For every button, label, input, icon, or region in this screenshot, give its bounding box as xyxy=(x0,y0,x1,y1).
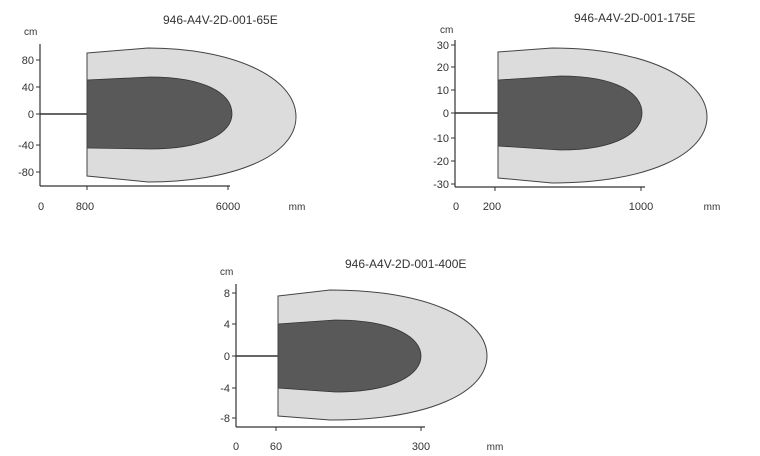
y-tick-label: 20 xyxy=(437,62,449,74)
inner-zone xyxy=(277,319,422,393)
y-unit-label: cm xyxy=(220,267,233,278)
y-tick-label: 4 xyxy=(224,319,230,331)
y-tick-label: -8 xyxy=(220,413,230,425)
x-tick-label: 0 xyxy=(453,201,459,213)
y-tick-label: 8 xyxy=(224,288,230,300)
y-tick-label: 0 xyxy=(224,351,230,363)
diagram-65e: 946-A4V-2D-001-65E cm 80 40 0 -40 -80 0 … xyxy=(18,13,305,213)
x-tick-label: 0 xyxy=(38,201,44,213)
x-tick-label: 0 xyxy=(233,441,239,453)
y-tick-label: 40 xyxy=(22,82,34,94)
y-unit-label: cm xyxy=(24,27,37,38)
diagram-title: 946-A4V-2D-001-65E xyxy=(163,13,278,27)
y-tick-label: 30 xyxy=(437,40,449,52)
y-tick-label: 10 xyxy=(437,85,449,97)
x-tick-label: 1000 xyxy=(629,201,653,213)
x-tick-label: 800 xyxy=(76,201,94,213)
x-tick-label: 60 xyxy=(270,441,282,453)
diagram-175e: 946-A4V-2D-001-175E cm 30 20 10 0 -10 -2… xyxy=(433,11,720,213)
x-tick-label: 200 xyxy=(483,201,501,213)
diagram-title: 946-A4V-2D-001-175E xyxy=(574,11,695,25)
y-tick-label: -30 xyxy=(433,179,449,191)
x-tick-label: 300 xyxy=(412,441,430,453)
y-tick-label: 0 xyxy=(443,108,449,120)
y-tick-label: -10 xyxy=(433,133,449,145)
y-tick-label: -40 xyxy=(18,140,34,152)
y-unit-label: cm xyxy=(440,25,453,36)
x-unit-label: mm xyxy=(487,442,504,453)
y-tick-label: 0 xyxy=(28,109,34,121)
x-unit-label: mm xyxy=(704,202,721,213)
y-tick-label: -80 xyxy=(18,167,34,179)
x-unit-label: mm xyxy=(289,202,306,213)
diagram-400e: 946-A4V-2D-001-400E cm 8 4 0 -4 -8 0 60 … xyxy=(220,257,503,453)
inner-zone xyxy=(497,75,643,151)
diagram-title: 946-A4V-2D-001-400E xyxy=(345,257,466,271)
y-tick-label: -4 xyxy=(220,383,230,395)
y-tick-label: -20 xyxy=(433,156,449,168)
x-tick-label: 6000 xyxy=(216,201,240,213)
y-tick-label: 80 xyxy=(22,55,34,67)
inner-zone xyxy=(86,76,233,150)
